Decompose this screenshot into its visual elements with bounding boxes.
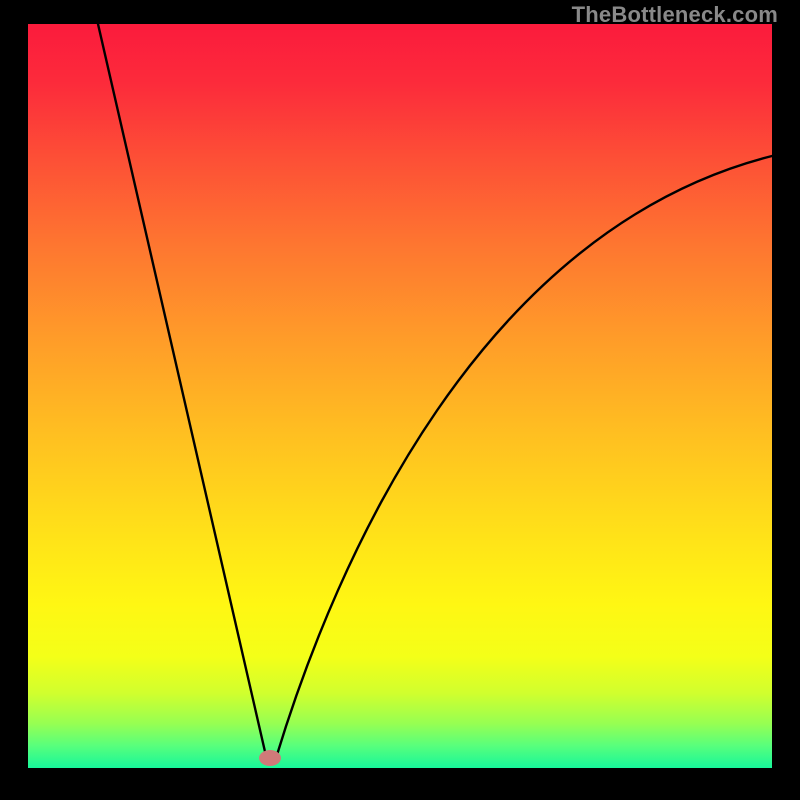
minimum-marker <box>259 750 281 766</box>
bottleneck-curve <box>0 0 800 800</box>
chart-frame: TheBottleneck.com <box>0 0 800 800</box>
watermark-text: TheBottleneck.com <box>572 2 778 28</box>
